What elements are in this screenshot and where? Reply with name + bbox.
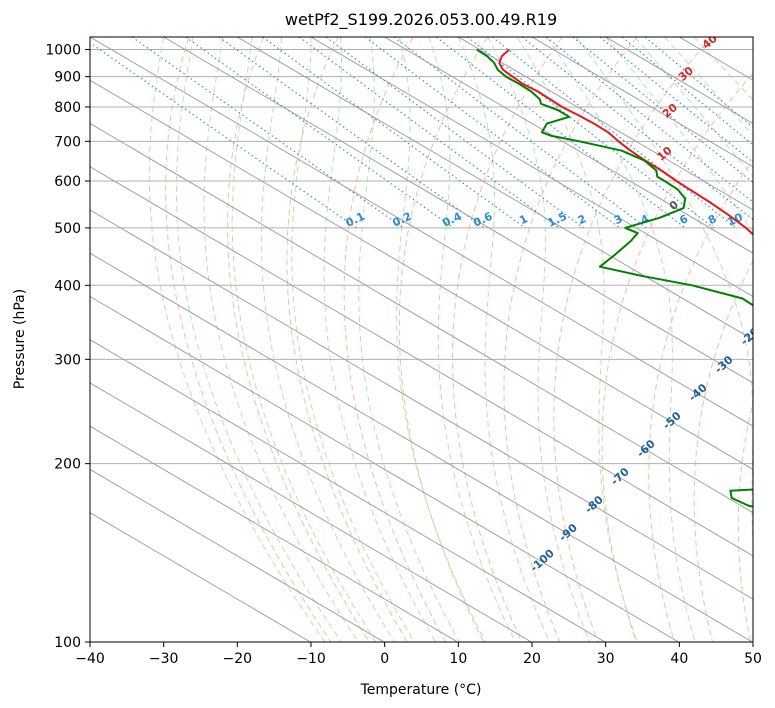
moist-adiabat-line xyxy=(546,37,696,642)
mixing-ratio-line xyxy=(131,37,404,229)
x-tick-label: 10 xyxy=(449,651,467,667)
isotherm-line xyxy=(90,37,753,427)
mixing-ratio-line xyxy=(218,37,485,229)
temperature-profile-line xyxy=(498,48,753,236)
moist-adiabat-line xyxy=(203,37,359,642)
x-tick-label: −10 xyxy=(296,651,326,667)
dry-adiabat-line xyxy=(601,72,753,642)
y-tick-label: 800 xyxy=(54,100,81,116)
mixing-ratio-line xyxy=(90,42,358,229)
y-tick-label: 600 xyxy=(54,174,81,190)
isotherm-line xyxy=(90,295,679,642)
dry-adiabat-line xyxy=(503,37,638,642)
moist-adiabat-line xyxy=(634,37,753,178)
isotherm-line xyxy=(90,339,606,642)
mixing-ratio-line xyxy=(599,37,753,163)
moist-adiabat-line xyxy=(260,37,395,642)
x-tick-label: −20 xyxy=(223,651,253,667)
sounding-profiles xyxy=(476,48,753,508)
y-tick-label: 1000 xyxy=(45,43,81,59)
y-tick-label: 200 xyxy=(54,457,81,473)
dry-adiabat-line xyxy=(398,37,489,642)
isotherm-line xyxy=(90,382,532,642)
x-tick-label: 50 xyxy=(744,651,762,667)
moist-adiabat-line xyxy=(148,37,326,642)
mixing-ratio-line xyxy=(572,37,753,184)
x-tick-label: 40 xyxy=(670,651,688,667)
mixing-ratio-line xyxy=(622,37,753,146)
moist-adiabat-line xyxy=(487,37,591,642)
x-tick-label: 20 xyxy=(523,651,541,667)
mixing-ratio-line xyxy=(298,37,560,229)
moist-adiabat-line xyxy=(231,37,377,642)
mixing-ratio-line xyxy=(545,37,753,203)
isotherm-line xyxy=(90,468,385,642)
moist-adiabat-line xyxy=(323,37,437,642)
dry-adiabat-line xyxy=(227,37,370,642)
pressure-grid xyxy=(90,49,753,642)
isotherm-line xyxy=(163,37,753,384)
isotherm-line xyxy=(90,122,753,514)
x-tick-label: −40 xyxy=(75,651,105,667)
x-axis-ticks: −40 −30 −20 −10 0 10 20 30 40 50 xyxy=(75,642,762,667)
moist-adiabat-line xyxy=(176,37,342,642)
moist-adiabat-line xyxy=(575,37,753,553)
isotherm-line xyxy=(90,166,753,557)
dry-adiabat-line xyxy=(286,37,408,642)
plot-frame xyxy=(89,36,754,643)
moist-adiabat-line xyxy=(358,37,460,642)
isotherm-line xyxy=(90,209,753,600)
isotherm-line xyxy=(531,37,753,168)
dry-adiabat-line xyxy=(165,37,332,642)
y-tick-label: 100 xyxy=(54,635,81,651)
y-tick-label: 700 xyxy=(54,134,81,150)
isotherm-line xyxy=(90,512,311,642)
isotherm-line xyxy=(90,425,458,642)
y-tick-label: 900 xyxy=(54,70,81,86)
y-axis-ticks: 100 200 300 400 500 600 700 800 900 1000 xyxy=(45,43,90,651)
dry-adiabat-line xyxy=(343,37,446,642)
y-tick-label: 400 xyxy=(54,278,81,294)
dewpoint-profile-line xyxy=(476,48,753,508)
isotherm-line xyxy=(90,79,753,470)
y-tick-label: 300 xyxy=(54,352,81,368)
x-tick-label: 30 xyxy=(597,651,615,667)
isotherm-line xyxy=(458,37,753,211)
x-tick-label: 0 xyxy=(380,651,389,667)
x-tick-label: −30 xyxy=(149,651,179,667)
isotherm-line xyxy=(310,37,753,297)
dry-adiabat-line xyxy=(452,37,563,642)
dry-adiabat-line xyxy=(648,159,753,642)
mixing-ratio-line xyxy=(325,37,584,229)
y-axis-title: Pressure (hPa) xyxy=(12,289,28,389)
isotherm-line xyxy=(90,252,753,642)
moist-adiabat-line xyxy=(516,37,638,642)
y-tick-label: 500 xyxy=(54,221,81,237)
mixing-ratio-line xyxy=(393,37,647,229)
moist-adiabat-line xyxy=(396,37,487,642)
x-axis-title: Temperature (°C) xyxy=(360,682,482,698)
moist-adiabat-line xyxy=(428,37,516,642)
moist-adiabat-line xyxy=(605,37,753,233)
moist-adiabat-line xyxy=(457,37,551,642)
chart-title: wetPf2_S199.2026.053.00.49.R19 xyxy=(285,10,557,30)
